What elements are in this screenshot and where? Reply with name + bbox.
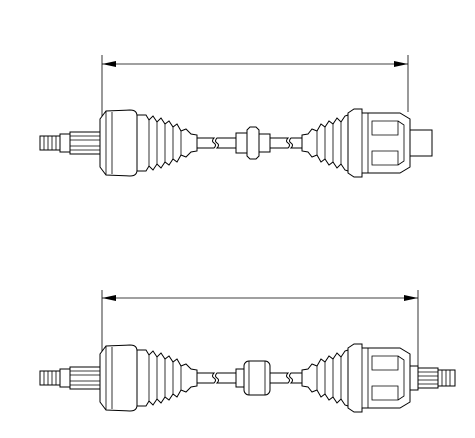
shaft-bottom: [39, 290, 456, 413]
shaft-top: [39, 55, 433, 178]
